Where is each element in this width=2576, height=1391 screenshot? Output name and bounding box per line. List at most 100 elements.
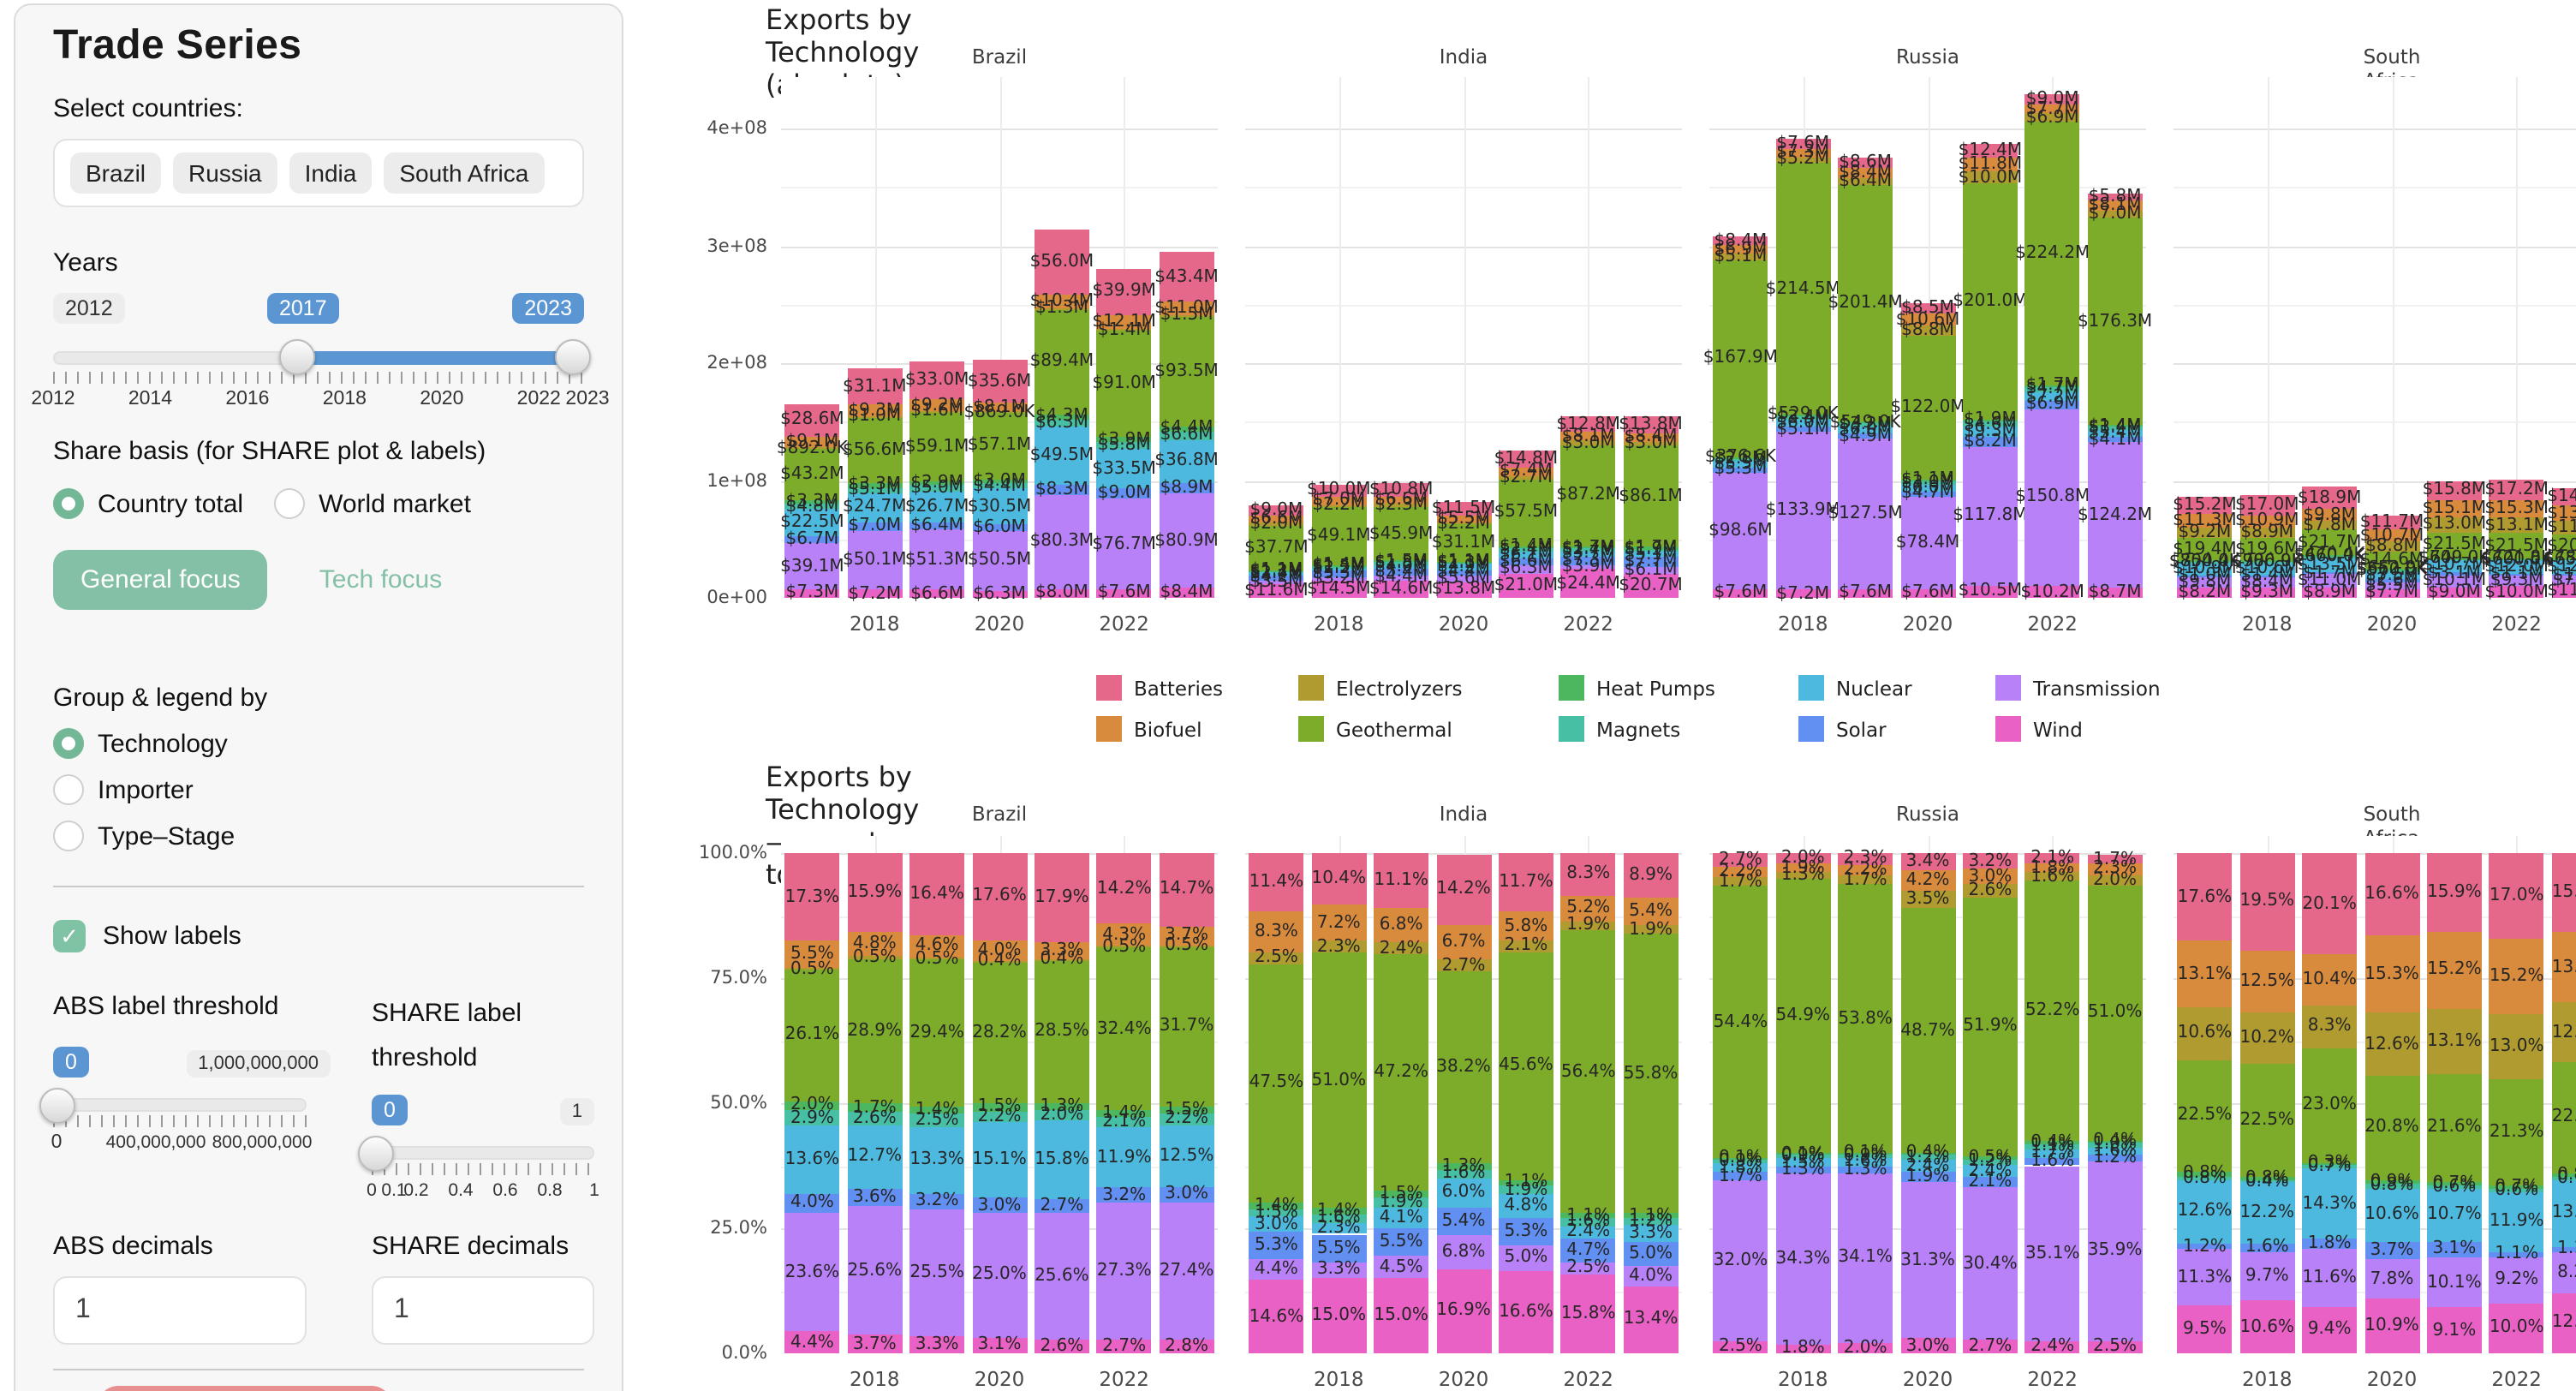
abs-threshold-ticks <box>53 1115 307 1127</box>
abs-threshold-track[interactable] <box>53 1098 307 1112</box>
bar-segment <box>2302 953 2358 1006</box>
bar-segment <box>1159 439 1214 483</box>
bar-segment <box>1034 230 1089 296</box>
year-range-slider[interactable]: 2012 2017 2023 2012 2014 2016 2018 2020 2022 2… <box>31 293 610 423</box>
country-tag-brazil[interactable]: Brazil <box>70 152 162 194</box>
bar-segment <box>1436 925 1491 959</box>
share-decimals-input[interactable] <box>372 1276 594 1345</box>
bar-segment <box>1374 1278 1429 1353</box>
bar-segment <box>2551 853 2576 933</box>
share-basis-option-country-total[interactable]: Country total <box>53 488 243 519</box>
bar-segment <box>1900 908 1955 1153</box>
bar-segment <box>1713 1158 1768 1159</box>
focus-button-group: General focus Tech focus <box>53 550 584 610</box>
share-threshold-slider[interactable]: 0 1 0 0.1 0.2 0.4 0.6 0.8 1 <box>358 1095 599 1215</box>
facet-title-india: India <box>1439 802 1488 826</box>
year-to-handle[interactable] <box>555 339 591 375</box>
show-labels-checkbox[interactable]: ✓ <box>53 920 86 952</box>
legend-swatch <box>1995 675 2021 701</box>
group-option-technology[interactable]: Technology <box>53 728 584 759</box>
bar-segment <box>1374 1197 1429 1209</box>
share-basis-radio-group: Country total World market <box>53 488 584 519</box>
x-tick-label: 2018 <box>1778 612 1828 636</box>
bar-segment <box>2489 558 2544 560</box>
bar-segment <box>2489 574 2544 576</box>
bar-segment <box>1713 245 1768 254</box>
bar-segment <box>1374 569 1429 576</box>
country-tag-india[interactable]: India <box>289 152 373 194</box>
bar-segment <box>1249 964 1304 1203</box>
country-tag-south-africa[interactable]: South Africa <box>384 152 545 194</box>
bar-segment <box>1838 178 1893 186</box>
bar-segment <box>1713 460 1768 468</box>
bar-segment <box>1436 564 1491 570</box>
bar-segment <box>2302 572 2358 575</box>
bar-segment <box>1498 475 1553 480</box>
bar-segment <box>2177 588 2233 598</box>
bar-segment <box>1838 853 1893 865</box>
country-select-input[interactable]: Brazil Russia India South Africa <box>53 139 584 207</box>
bar-segment <box>2302 1248 2358 1307</box>
share-threshold-handle[interactable] <box>358 1136 394 1172</box>
bar-segment <box>972 1197 1027 1213</box>
bar-segment <box>2364 579 2419 582</box>
bar-segment <box>784 449 840 500</box>
bar-segment <box>1838 875 1893 885</box>
country-tag-russia[interactable]: Russia <box>173 152 277 194</box>
bar-segment <box>1623 445 1679 547</box>
year-from-handle[interactable] <box>279 339 315 375</box>
gridline-vertical <box>999 77 1001 598</box>
bar-segment <box>1900 313 1955 326</box>
bar-segment <box>1560 556 1616 565</box>
bar-segment <box>1775 863 1831 873</box>
bar-segment <box>1096 498 1152 589</box>
x-tick-label: 2018 <box>850 612 900 636</box>
bar-segment <box>1713 1163 1768 1173</box>
radio-dot <box>53 821 84 851</box>
abs-decimals-input[interactable] <box>53 1276 307 1345</box>
bar-segment <box>1311 1222 1367 1234</box>
abs-threshold-slider[interactable]: 0 1,000,000,000 0 400,000,000 800,000,00… <box>39 1047 331 1167</box>
general-focus-button[interactable]: General focus <box>53 550 268 610</box>
tech-focus-button[interactable]: Tech focus <box>319 565 443 594</box>
bar-segment <box>1623 549 1679 552</box>
abs-threshold-handle[interactable] <box>39 1088 75 1124</box>
bar-segment <box>1713 588 1768 598</box>
legend-item-solar: Solar <box>1798 716 1995 742</box>
bar-segment <box>1436 1178 1491 1209</box>
bar-segment <box>1374 580 1429 598</box>
bar-segment <box>1436 1234 1491 1269</box>
bar-segment <box>1775 1154 1831 1159</box>
bar-segment <box>972 1212 1027 1338</box>
bar-segment <box>1096 449 1152 489</box>
bar-segment <box>2177 1305 2233 1353</box>
bar-segment <box>2551 534 2576 558</box>
bar-segment <box>1159 1106 1214 1114</box>
download-button[interactable] <box>98 1386 392 1391</box>
x-tick-label: 2018 <box>850 1367 900 1391</box>
abs-threshold-value-chip: 0 <box>53 1047 89 1078</box>
group-option-importer[interactable]: Importer <box>53 774 584 805</box>
share-tick-label: 0.4 <box>448 1180 474 1201</box>
bar-segment <box>972 590 1027 598</box>
bar-segment <box>2489 1251 2544 1257</box>
bar-segment <box>1838 422 1893 427</box>
bar-segment <box>1374 942 1429 955</box>
bar-segment <box>2087 210 2143 218</box>
bar-segment <box>1311 952 1367 1208</box>
bar-segment <box>1623 442 1679 446</box>
bar-segment <box>1900 1154 1955 1161</box>
bar-segment <box>1159 853 1214 927</box>
bar-segment <box>972 531 1027 591</box>
bar-segment <box>1623 1241 1679 1267</box>
legend-label: Transmission <box>2033 676 2161 700</box>
bar-segment <box>1775 1166 1831 1173</box>
group-option-type-stage[interactable]: Type–Stage <box>53 821 584 851</box>
bar-segment <box>1623 897 1679 925</box>
bar-segment <box>1498 1218 1553 1245</box>
share-threshold-track[interactable] <box>372 1146 594 1160</box>
bar-segment <box>1249 853 1304 911</box>
bar-segment <box>1374 1256 1429 1279</box>
share-basis-option-world-market[interactable]: World market <box>274 488 471 519</box>
bar-segment <box>1498 558 1553 566</box>
